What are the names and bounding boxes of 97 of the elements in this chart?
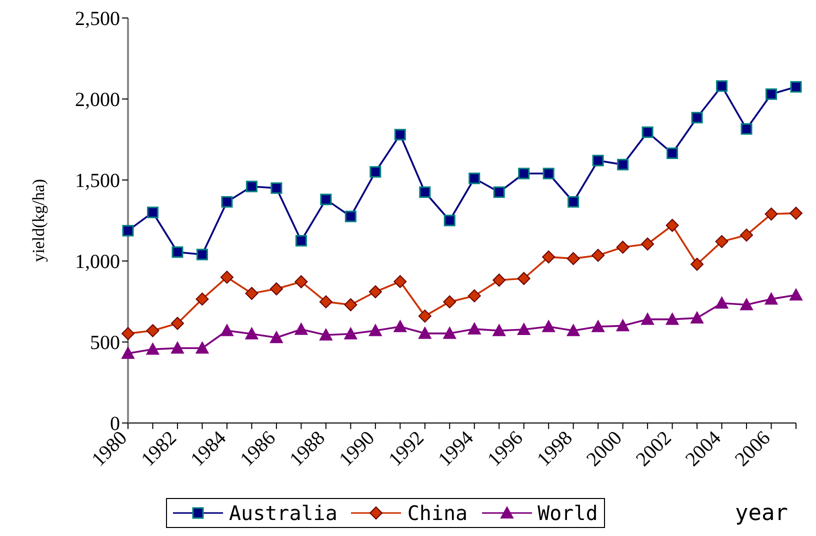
point xyxy=(566,324,580,336)
point xyxy=(790,206,802,220)
point xyxy=(170,342,184,354)
point xyxy=(715,235,728,248)
point xyxy=(568,196,580,208)
point xyxy=(542,320,556,332)
point xyxy=(394,275,407,288)
point xyxy=(517,323,530,336)
point xyxy=(715,296,728,309)
point xyxy=(716,80,728,92)
point xyxy=(443,295,456,308)
point xyxy=(370,166,382,178)
point xyxy=(790,81,802,93)
point xyxy=(492,324,506,336)
point xyxy=(666,148,678,160)
legend-label: China xyxy=(407,501,468,525)
y-tick-label: 2,500 xyxy=(75,8,120,30)
point xyxy=(221,196,233,208)
point xyxy=(220,270,234,284)
point xyxy=(344,210,356,222)
point xyxy=(468,289,481,302)
point xyxy=(270,331,283,344)
point xyxy=(444,214,456,226)
point xyxy=(368,285,382,298)
point xyxy=(122,327,134,340)
point xyxy=(418,310,432,323)
point xyxy=(196,248,208,260)
point xyxy=(468,172,480,184)
point xyxy=(542,250,556,264)
point xyxy=(294,275,308,288)
point xyxy=(443,326,456,339)
point xyxy=(270,282,283,296)
x-axis-title: year xyxy=(735,501,788,526)
point xyxy=(616,319,630,332)
point xyxy=(592,154,604,166)
point xyxy=(766,88,778,100)
point xyxy=(566,252,580,266)
y-axis-title: yield(kg/ha) xyxy=(29,178,48,262)
point xyxy=(295,235,307,246)
y-tick-label: 1,500 xyxy=(75,170,120,192)
x-tick-label: 1992 xyxy=(384,426,428,471)
point xyxy=(245,327,258,340)
point xyxy=(418,326,432,339)
point xyxy=(270,182,282,194)
y-tick-label: 500 xyxy=(90,332,120,354)
point xyxy=(122,346,134,359)
point xyxy=(196,342,209,354)
point xyxy=(690,258,704,271)
y-tick-label: 1,000 xyxy=(75,251,120,274)
point xyxy=(170,316,184,330)
point xyxy=(740,298,754,310)
point xyxy=(319,295,332,308)
point xyxy=(666,218,679,232)
x-tick-label: 1982 xyxy=(137,426,182,471)
point xyxy=(146,342,160,355)
point xyxy=(666,312,679,325)
point xyxy=(740,123,752,135)
point xyxy=(394,128,406,140)
point xyxy=(517,272,530,285)
point xyxy=(592,248,605,262)
point xyxy=(122,224,134,236)
point xyxy=(691,112,703,124)
point xyxy=(492,274,506,287)
point xyxy=(172,246,184,258)
point xyxy=(146,324,160,338)
point xyxy=(642,126,654,138)
point xyxy=(294,322,308,335)
point xyxy=(394,320,407,332)
point xyxy=(220,324,234,336)
point xyxy=(245,286,258,300)
point xyxy=(518,168,530,180)
point xyxy=(542,168,554,180)
point xyxy=(246,180,258,192)
point xyxy=(641,237,654,250)
point xyxy=(146,206,158,218)
point xyxy=(344,327,358,340)
point xyxy=(368,324,382,336)
point xyxy=(319,328,332,341)
point xyxy=(616,240,630,254)
point xyxy=(790,288,802,301)
legend-label: World xyxy=(538,501,598,525)
point xyxy=(641,312,654,325)
point xyxy=(592,320,605,332)
point xyxy=(344,298,358,312)
y-tick-label: 2,000 xyxy=(75,89,120,112)
point xyxy=(764,208,778,221)
x-tick-label: 1990 xyxy=(335,426,379,471)
point xyxy=(690,312,704,324)
point xyxy=(740,228,754,242)
point xyxy=(468,322,481,335)
point xyxy=(419,186,431,198)
point xyxy=(764,292,778,305)
point xyxy=(493,186,505,198)
legend-label: Australia xyxy=(229,501,338,525)
point xyxy=(196,292,209,306)
point xyxy=(617,158,629,170)
point xyxy=(320,194,332,206)
